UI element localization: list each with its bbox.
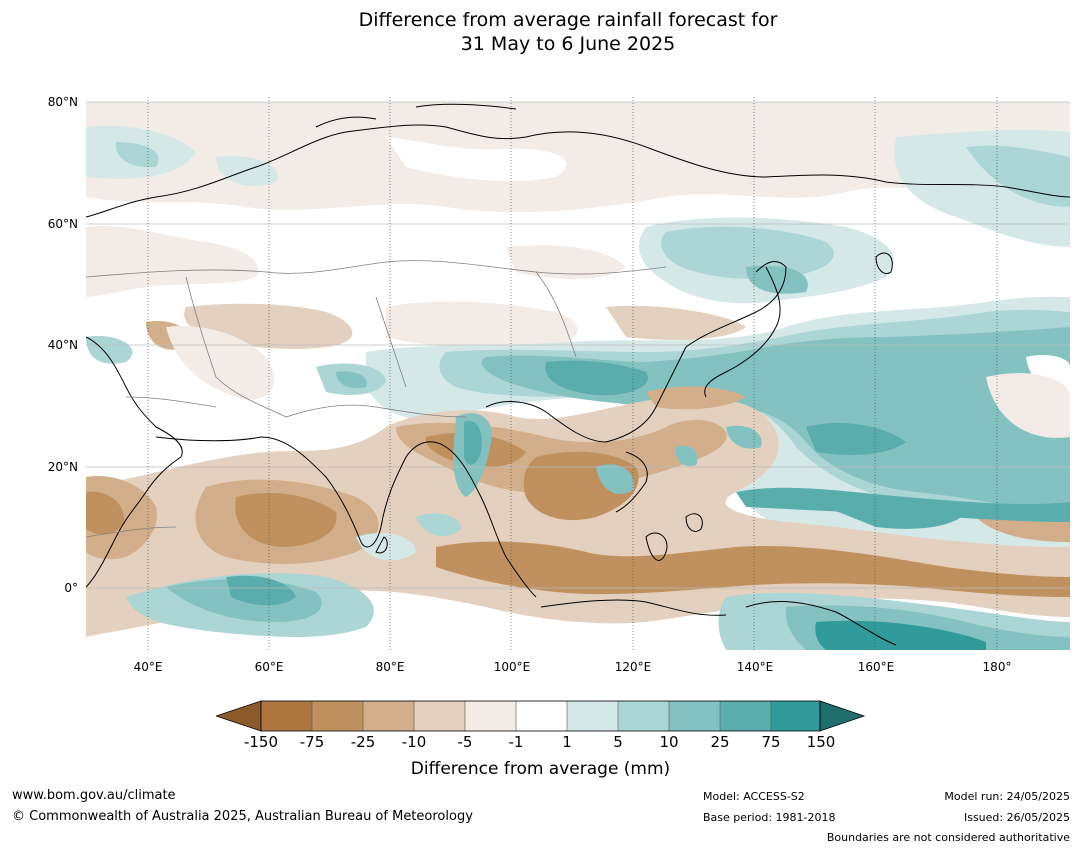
colorbar-segment <box>465 701 516 731</box>
colorbar-tick: 10 <box>659 733 679 751</box>
rainfall-anomaly-map <box>86 97 1070 650</box>
lat-label-80n: 80°N <box>47 95 78 109</box>
issued-text: Issued: 26/05/2025 <box>963 811 1070 824</box>
colorbar-tick: -5 <box>457 733 473 751</box>
colorbar-tick: 25 <box>710 733 730 751</box>
lat-label-20n: 20°N <box>47 460 78 474</box>
base-period-text: Base period: 1981-2018 <box>703 811 836 824</box>
colorbar-tick: 5 <box>613 733 623 751</box>
lat-label-0: 0° <box>64 581 78 595</box>
colorbar-tick: 75 <box>761 733 781 751</box>
lat-label-60n: 60°N <box>47 217 78 231</box>
colorbar-segment <box>771 701 820 731</box>
lon-label-160e: 160°E <box>857 660 895 674</box>
map-title: Difference from average rainfall forecas… <box>0 8 1081 56</box>
lon-label-100e: 100°E <box>493 660 531 674</box>
model-text: Model: ACCESS-S2 <box>703 790 805 803</box>
colorbar-segment <box>312 701 363 731</box>
lon-label-140e: 140°E <box>736 660 774 674</box>
colorbar-tick: -25 <box>350 733 376 751</box>
lat-label-40n: 40°N <box>47 338 78 352</box>
lon-label-180: 180° <box>982 660 1012 674</box>
colorbar-segment <box>363 701 414 731</box>
colorbar-segment <box>567 701 618 731</box>
lon-label-120e: 120°E <box>614 660 652 674</box>
colorbar-segment <box>414 701 465 731</box>
colorbar-right-arrow <box>819 700 866 732</box>
colorbar-segment <box>516 701 567 731</box>
title-line-2: 31 May to 6 June 2025 <box>460 33 676 55</box>
colorbar-tick: 150 <box>806 733 836 751</box>
colorbar-segment <box>720 701 771 731</box>
colorbar-segment <box>669 701 720 731</box>
colorbar-label: Difference from average (mm) <box>410 759 671 779</box>
colorbar-tick: -150 <box>243 733 279 751</box>
colorbar-segment <box>618 701 669 731</box>
colorbar-tick: -1 <box>508 733 524 751</box>
colorbar-tick: 1 <box>562 733 572 751</box>
model-run-text: Model run: 24/05/2025 <box>944 790 1070 803</box>
colorbar-tick: -10 <box>401 733 427 751</box>
map-svg <box>86 97 1070 650</box>
colorbar-left-arrow <box>216 700 262 732</box>
disclaimer-text: Boundaries are not considered authoritat… <box>826 831 1070 844</box>
colorbar-segment <box>261 701 312 731</box>
colorbar-tick: -75 <box>299 733 325 751</box>
lon-label-80e: 80°E <box>375 660 405 674</box>
title-line-1: Difference from average rainfall forecas… <box>358 9 778 31</box>
website-link[interactable]: www.bom.gov.au/climate <box>12 788 176 803</box>
lon-label-40e: 40°E <box>133 660 163 674</box>
lon-label-60e: 60°E <box>254 660 284 674</box>
copyright-text: © Commonwealth of Australia 2025, Austra… <box>12 809 473 824</box>
colorbar <box>216 700 866 732</box>
